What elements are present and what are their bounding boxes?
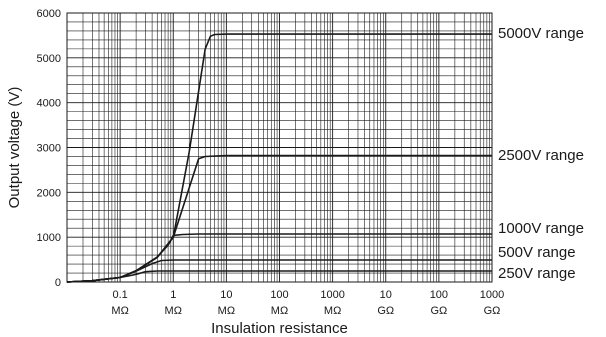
x-tick-unit: MΩ	[111, 305, 128, 317]
x-tick-labels: 0.1 MΩ 1 MΩ 10 MΩ 100 MΩ 1000 MΩ 10 GΩ 100 GΩ 1000 GΩ	[111, 289, 504, 317]
x-tick-label: 100	[430, 289, 448, 301]
x-tick-unit: MΩ	[218, 305, 235, 317]
x-tick-label: 10	[380, 289, 392, 301]
y-tick-label: 2000	[37, 187, 61, 199]
y-tick-label: 0	[55, 277, 61, 289]
x-tick-unit: GΩ	[430, 305, 447, 317]
x-tick-label: 1000	[320, 289, 344, 301]
series-label: 500V range	[498, 244, 576, 261]
y-axis-title: Output voltage (V)	[6, 87, 23, 209]
series-label: 5000V range	[498, 25, 584, 42]
y-tick-label: 5000	[37, 53, 61, 65]
x-tick-unit: MΩ	[324, 305, 341, 317]
y-tick-labels: 0 1000 2000 3000 4000 5000 6000	[37, 8, 61, 289]
x-tick-label: 1000	[480, 289, 504, 301]
x-tick-label: 100	[270, 289, 288, 301]
x-axis-title: Insulation resistance	[211, 320, 348, 337]
series-label: 1000V range	[498, 220, 584, 237]
x-tick-unit: MΩ	[165, 305, 182, 317]
plot-frame	[66, 12, 493, 283]
grid	[67, 13, 492, 282]
series-labels: 5000V range 2500V range 1000V range 500V ra…	[498, 25, 584, 282]
x-tick-label: 1	[170, 289, 176, 301]
series-label: 250V range	[498, 265, 576, 282]
x-tick-unit: GΩ	[377, 305, 394, 317]
y-tick-label: 6000	[37, 8, 61, 20]
x-tick-unit: GΩ	[484, 305, 501, 317]
x-tick-label: 0.1	[112, 289, 127, 301]
y-tick-label: 4000	[37, 98, 61, 110]
series-lines	[66, 33, 492, 283]
x-tick-unit: MΩ	[271, 305, 288, 317]
x-tick-label: 10	[220, 289, 232, 301]
y-tick-label: 3000	[37, 143, 61, 155]
y-tick-label: 1000	[37, 232, 61, 244]
series-line	[66, 270, 492, 283]
series-label: 2500V range	[498, 147, 584, 164]
